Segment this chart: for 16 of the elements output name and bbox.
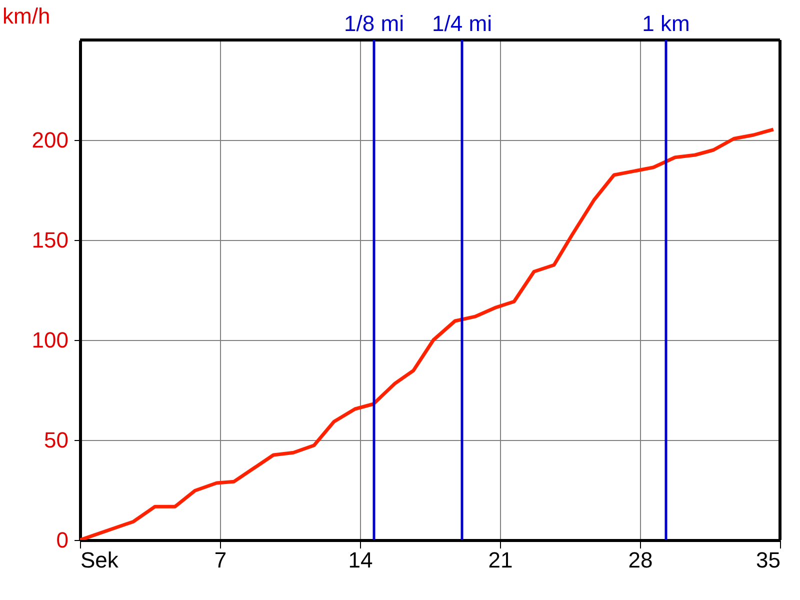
y-tick-label: 100 bbox=[32, 328, 68, 352]
ref-line-label: 1 km bbox=[642, 11, 690, 36]
y-tick-label: 50 bbox=[44, 428, 68, 452]
x-tick-label: 14 bbox=[348, 548, 373, 572]
y-axis-title: km/h bbox=[2, 4, 50, 28]
line-series bbox=[80, 128, 776, 540]
y-tick-label: 200 bbox=[32, 128, 68, 152]
ref-line-label: 1/4 mi bbox=[432, 11, 492, 36]
y-tick-label: 150 bbox=[32, 228, 68, 252]
ref-line-label: 1/8 mi bbox=[344, 11, 404, 36]
x-tick-label: 7 bbox=[214, 548, 227, 572]
x-tick-label: 21 bbox=[488, 548, 513, 572]
y-tick-label: 0 bbox=[56, 528, 68, 552]
x-tick-label: 35 bbox=[756, 548, 780, 572]
x-tick-label: 28 bbox=[628, 548, 653, 572]
x-tick-label: Sek bbox=[80, 548, 120, 572]
